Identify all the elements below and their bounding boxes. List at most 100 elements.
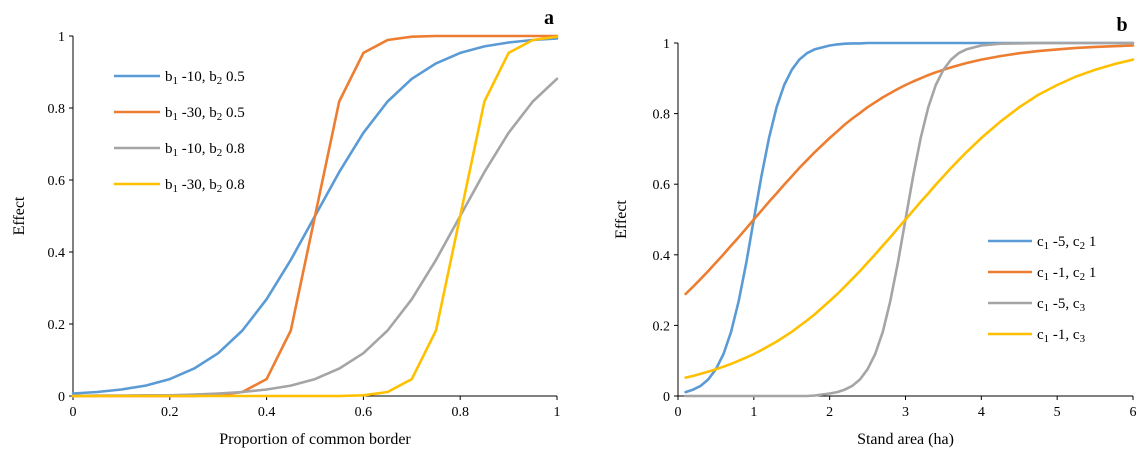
- legend-text-part: c: [1037, 296, 1044, 312]
- legend-text-part: c: [1037, 265, 1044, 281]
- series-line-1: [684, 41, 1135, 394]
- legend-subscript: 2: [217, 147, 223, 159]
- legend-text-part: c: [1073, 327, 1080, 343]
- legend-text-part: 0.5: [222, 105, 245, 121]
- y-tick-label: 0.6: [48, 174, 66, 189]
- legend-text-part: -30,: [178, 105, 209, 121]
- x-axis-label: Stand area (ha): [857, 431, 954, 448]
- legend-item: b1 -10, b2 0.8: [114, 141, 245, 159]
- legend-text-part: b: [165, 141, 173, 157]
- x-tick-label: 5: [1054, 405, 1061, 420]
- legend-subscript: 3: [1080, 333, 1086, 345]
- legend-subscript: 2: [217, 111, 223, 123]
- legend-subscript: 3: [1080, 302, 1086, 314]
- y-tick-label: 0: [663, 390, 670, 405]
- x-tick-label: 2: [826, 405, 833, 420]
- y-tick-label: 1: [663, 37, 670, 52]
- legend-text-part: 1: [1085, 234, 1096, 250]
- x-tick-label: 0.2: [161, 405, 179, 420]
- legend-text-part: b: [209, 105, 217, 121]
- x-tick-label: 0.4: [258, 405, 276, 420]
- legend-text-part: b: [209, 141, 217, 157]
- legend-subscript: 1: [173, 111, 179, 123]
- x-tick-label: 0: [675, 405, 682, 420]
- y-tick-label: 0: [58, 390, 65, 405]
- legend-text-part: c: [1073, 265, 1080, 281]
- x-tick-label: 0: [70, 405, 77, 420]
- y-tick-label: 0.2: [48, 318, 66, 333]
- x-tick-label: 3: [902, 405, 909, 420]
- legend-text-part: c: [1073, 296, 1080, 312]
- legend-subscript: 1: [173, 75, 179, 87]
- y-tick-label: 0.2: [653, 319, 671, 334]
- legend-text-part: -5,: [1049, 296, 1073, 312]
- y-tick-label: 0.8: [653, 108, 671, 123]
- x-tick-label: 4: [978, 405, 985, 420]
- legend-item: b1 -10, b2 0.5: [114, 69, 245, 87]
- y-axis-label: Effect: [613, 200, 630, 239]
- legend-text-part: b: [165, 105, 173, 121]
- legend-text-part: 0.8: [222, 177, 245, 193]
- y-tick-label: 1: [58, 30, 65, 45]
- legend-text-part: 0.5: [222, 69, 245, 85]
- legend-subscript: 1: [1044, 271, 1050, 283]
- legend-text-part: b: [209, 177, 217, 193]
- legend-label: c1 -1, c3: [1037, 327, 1086, 345]
- legend-subscript: 2: [217, 75, 223, 87]
- legend-subscript: 2: [217, 183, 223, 195]
- legend-label: c1 -5, c3: [1037, 296, 1086, 314]
- legend-item: b1 -30, b2 0.5: [114, 105, 245, 123]
- legend-label: b1 -10, b2 0.8: [165, 141, 245, 159]
- legend-subscript: 1: [1044, 302, 1050, 314]
- y-tick-label: 0.6: [653, 178, 671, 193]
- y-tick-label: 0.4: [48, 246, 66, 261]
- legend-text-part: -30,: [178, 177, 209, 193]
- legend-text-part: 0.8: [222, 141, 245, 157]
- legend-text-part: 1: [1085, 265, 1096, 281]
- x-tick-label: 1: [750, 405, 757, 420]
- series-line-3: [684, 41, 1135, 398]
- legend-label: b1 -10, b2 0.5: [165, 69, 245, 87]
- panel-label: b: [1116, 14, 1127, 36]
- x-tick-label: 1: [554, 405, 561, 420]
- x-tick-label: 6: [1130, 405, 1137, 420]
- legend-text-part: -5,: [1049, 234, 1073, 250]
- legend-subscript: 1: [1044, 240, 1050, 252]
- legend-text-part: -1,: [1049, 327, 1073, 343]
- y-axis-label: Effect: [11, 196, 28, 235]
- legend-label: b1 -30, b2 0.5: [165, 105, 245, 123]
- legend-item: c1 -1, c2 1: [988, 265, 1096, 283]
- legend-subscript: 2: [1080, 240, 1086, 252]
- legend-subscript: 1: [173, 183, 179, 195]
- legend-text-part: b: [165, 177, 173, 193]
- legend-subscript: 1: [1044, 333, 1050, 345]
- y-tick-label: 0.4: [653, 249, 671, 264]
- legend-text-part: c: [1037, 327, 1044, 343]
- x-axis-label: Proportion of common border: [219, 431, 411, 448]
- legend-text-part: -10,: [178, 69, 209, 85]
- legend-item: c1 -5, c2 1: [988, 234, 1096, 252]
- legend-label: c1 -5, c2 1: [1037, 234, 1096, 252]
- x-tick-label: 0.6: [355, 405, 373, 420]
- series-line-2: [71, 34, 559, 398]
- legend-label: b1 -30, b2 0.8: [165, 177, 245, 195]
- legend-text-part: c: [1073, 234, 1080, 250]
- legend-item: b1 -30, b2 0.8: [114, 177, 245, 195]
- series-line-4: [684, 58, 1135, 379]
- x-tick-label: 0.8: [451, 405, 469, 420]
- series-line-4: [71, 35, 559, 398]
- legend-text-part: -1,: [1049, 265, 1073, 281]
- legend-text-part: -10,: [178, 141, 209, 157]
- panel-label: a: [544, 7, 554, 29]
- legend-text-part: c: [1037, 234, 1044, 250]
- legend-label: c1 -1, c2 1: [1037, 265, 1096, 283]
- legend-text-part: b: [209, 69, 217, 85]
- y-tick-label: 0.8: [48, 102, 66, 117]
- chart-panel-a: 0 0.2 0.4 0.6 0.8 1 0 0.2 0.4 0.6 0.8 1 Proportion o…: [11, 7, 561, 448]
- legend-text-part: b: [165, 69, 173, 85]
- legend-subscript: 1: [173, 147, 179, 159]
- legend-item: c1 -5, c3: [988, 296, 1086, 314]
- series-line-3: [71, 77, 559, 398]
